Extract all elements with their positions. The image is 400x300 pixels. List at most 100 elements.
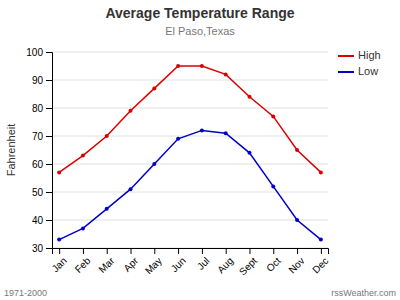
y-tick-mark (46, 220, 52, 221)
y-axis: 30 40 50 60 70 80 90 100 (26, 47, 52, 254)
marker (105, 207, 109, 211)
x-tick-label: Nov (286, 255, 306, 275)
x-axis: JanFebMar AprMay Jun JulAugSept OctNovDec (50, 248, 331, 277)
annotation: 1971-2000 (4, 288, 47, 298)
marker (247, 95, 251, 99)
x-tick-mark (273, 248, 274, 254)
x-tick-label: Jan (50, 255, 69, 274)
annotation: rssWeather.com (331, 288, 396, 298)
marker (319, 170, 323, 174)
y-tick-mark (46, 192, 52, 193)
grid-line (52, 52, 328, 53)
x-tick-label: Feb (73, 255, 93, 275)
y-tick-mark (46, 80, 52, 81)
marker (152, 86, 156, 90)
x-tick: Oct (264, 248, 283, 274)
y-tick-label: 60 (32, 159, 44, 170)
x-tick: Jun (169, 248, 188, 274)
title: Average Temperature Range (105, 5, 294, 21)
legend: High Low (338, 49, 381, 77)
subtitle: El Paso,Texas (165, 25, 235, 37)
legend-item: Low (338, 65, 378, 77)
y-tick: 50 (32, 187, 52, 198)
x-tick: Aug (215, 248, 235, 275)
legend-swatch (338, 71, 354, 73)
y-axis-title: Fahrenheit (5, 124, 17, 177)
y-tick: 30 (32, 243, 52, 254)
marker (247, 151, 251, 155)
marker (295, 148, 299, 152)
x-tick-mark (154, 248, 155, 254)
y-tick: 90 (32, 75, 52, 86)
x-tick-mark (178, 248, 179, 254)
legend-label: High (358, 49, 381, 61)
grid-line (52, 80, 328, 81)
marker (176, 64, 180, 68)
y-tick-mark (46, 164, 52, 165)
marker (319, 238, 323, 242)
x-tick: Jan (50, 248, 69, 274)
x-tick: Feb (73, 248, 93, 275)
y-tick-label: 40 (32, 215, 44, 226)
legend-item: High (338, 49, 381, 61)
x-tick-label: Jun (169, 255, 188, 274)
marker (129, 187, 133, 191)
x-tick-label: Dec (310, 255, 330, 275)
grid (52, 52, 328, 248)
markers (57, 128, 323, 241)
x-tick: Sept (237, 248, 259, 277)
marker (57, 170, 61, 174)
marker (81, 226, 85, 230)
x-tick-mark (297, 248, 298, 254)
marker (57, 238, 61, 242)
marks (57, 64, 323, 242)
y-tick: 80 (32, 103, 52, 114)
x-tick: Dec (310, 248, 330, 275)
y-tick-label: 70 (32, 131, 44, 142)
markers (57, 64, 323, 174)
y-tick-mark (46, 52, 52, 53)
y-tick-mark (46, 248, 52, 249)
legend-swatch (338, 55, 354, 57)
marker (224, 131, 228, 135)
x-tick-label: Jul (195, 255, 212, 272)
y-tick: 40 (32, 215, 52, 226)
x-tick-label: Oct (264, 255, 283, 274)
x-tick: Jul (195, 248, 212, 272)
x-tick: Apr (121, 248, 140, 274)
y-tick-label: 90 (32, 75, 44, 86)
marker (271, 184, 275, 188)
grid-line (52, 108, 328, 109)
line (59, 130, 321, 239)
x-tick-label: Aug (215, 255, 235, 275)
x-tick: May (143, 248, 164, 276)
grid-line (52, 164, 328, 165)
marker (176, 137, 180, 141)
x-tick-mark (59, 248, 60, 254)
y-tick-mark (46, 136, 52, 137)
x-tick-mark (107, 248, 108, 254)
marker (271, 114, 275, 118)
x-tick-mark (83, 248, 84, 254)
marker (105, 134, 109, 138)
y-tick-label: 50 (32, 187, 44, 198)
y-tick-label: 30 (32, 243, 44, 254)
x-tick-mark (321, 248, 322, 254)
marker (129, 109, 133, 113)
y-tick: 70 (32, 131, 52, 142)
x-tick-mark (226, 248, 227, 254)
plot: 30 40 50 60 70 80 90 100 JanFebMar AprMay Jun JulAu… (26, 47, 330, 278)
x-axis-line (53, 249, 329, 255)
x-tick-label: Apr (121, 255, 140, 274)
x-tick-label: Sept (237, 255, 259, 277)
marker (200, 64, 204, 68)
x-tick-label: Mar (96, 255, 116, 275)
y-tick-mark (46, 108, 52, 109)
y-tick-label: 100 (26, 47, 43, 58)
legend-label: Low (358, 65, 378, 77)
marker (200, 128, 204, 132)
grid-line (52, 192, 328, 193)
y-tick: 60 (32, 159, 52, 170)
x-tick-mark (249, 248, 250, 254)
x-tick: Mar (96, 248, 116, 275)
